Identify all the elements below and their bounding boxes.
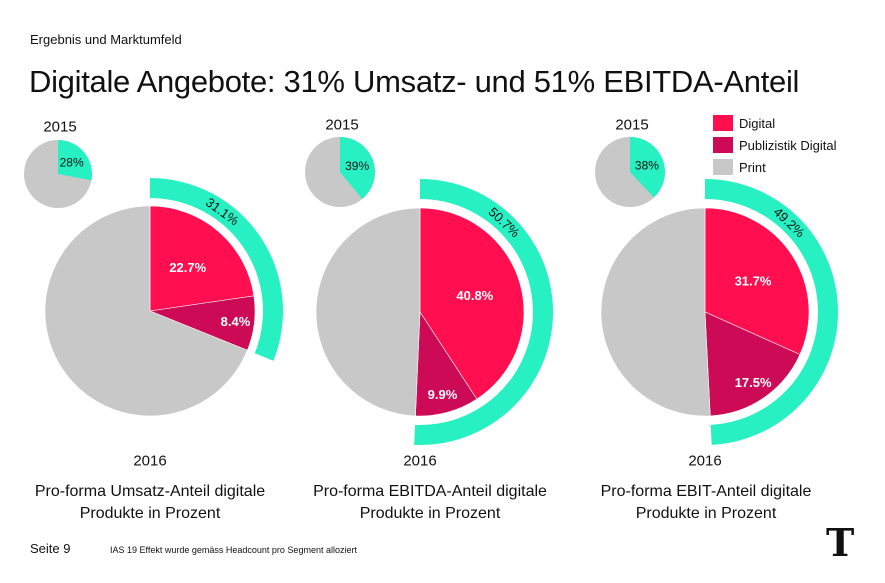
caption-line: Pro-forma EBIT-Anteil digitale — [600, 483, 812, 500]
pie-slice-digital — [149, 205, 255, 312]
prev-pie-digital — [340, 137, 376, 199]
caption-line: Produkte in Prozent — [359, 505, 501, 522]
slice-value-label: 17.5% — [735, 375, 772, 390]
digital-share-ring — [414, 179, 554, 445]
pie-slice-publizistik-digital — [704, 311, 801, 417]
prev-pie-value-label: 28% — [60, 156, 84, 170]
chart-caption-umsatz: Pro-forma Umsatz-Anteil digitale Produkt… — [10, 481, 290, 525]
year-label-2016: 2016 — [688, 453, 721, 470]
prev-pie-digital — [630, 137, 665, 198]
pie-slice-print — [600, 207, 711, 417]
tamedia-logo: T — [826, 520, 855, 565]
prev-pie-digital — [58, 140, 93, 181]
year-label-2015: 2015 — [43, 119, 76, 136]
year-label-2016: 2016 — [133, 453, 166, 470]
slice-value-label: 9.9% — [428, 387, 458, 402]
pie-slice-digital — [704, 207, 810, 355]
legend-item-digital: Digital — [713, 112, 837, 134]
legend-item-print: Print — [713, 156, 837, 178]
digital-share-ring — [150, 178, 283, 361]
slice-value-label: 8.4% — [221, 314, 251, 329]
legend-swatch-digital — [713, 115, 733, 131]
prev-pie-value-label: 39% — [345, 159, 369, 173]
slice-value-label: 31.7% — [735, 273, 772, 288]
slice-value-label: 40.8% — [456, 288, 493, 303]
pie-slice-print — [315, 207, 421, 417]
chart-caption-ebitda: Pro-forma EBITDA-Anteil digitale Produkt… — [290, 481, 570, 525]
slice-value-label: 22.7% — [169, 260, 206, 275]
page-title: Digitale Angebote: 31% Umsatz- und 51% E… — [29, 64, 800, 99]
pie-slice-print — [44, 205, 248, 417]
year-label-2015: 2015 — [325, 117, 358, 134]
page-number: Seite 9 — [30, 541, 71, 556]
year-label-2015: 2015 — [615, 117, 648, 134]
legend-item-publizistik-digital: Publizistik Digital — [713, 134, 837, 156]
legend-label: Publizistik Digital — [739, 137, 837, 153]
caption-line: Produkte in Prozent — [79, 505, 221, 522]
legend-label: Digital — [739, 115, 776, 131]
legend-label: Print — [739, 159, 766, 175]
digital-share-ring — [705, 179, 838, 445]
caption-line: Pro-forma Umsatz-Anteil digitale — [34, 483, 266, 500]
caption-line: Pro-forma EBITDA-Anteil digitale — [313, 483, 547, 500]
prev-pie-value-label: 38% — [635, 158, 659, 172]
section-label: Ergebnis und Marktumfeld — [30, 32, 182, 47]
chart-caption-ebit: Pro-forma EBIT-Anteil digitale Produkte … — [566, 481, 846, 525]
year-label-2016: 2016 — [403, 453, 436, 470]
legend-swatch-publizistik-digital — [713, 137, 733, 153]
legend: Digital Publizistik Digital Print — [713, 112, 837, 178]
caption-line: Produkte in Prozent — [635, 505, 777, 522]
footnote: IAS 19 Effekt wurde gemäss Headcount pro… — [110, 545, 357, 555]
legend-swatch-print — [713, 159, 733, 175]
